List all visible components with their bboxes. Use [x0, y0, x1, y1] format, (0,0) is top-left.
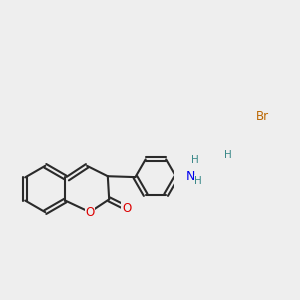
Text: O: O: [85, 206, 94, 219]
Text: N: N: [186, 170, 195, 183]
Text: Br: Br: [256, 110, 269, 123]
Text: H: H: [194, 176, 202, 186]
Text: O: O: [122, 202, 131, 214]
Text: H: H: [224, 150, 232, 160]
Text: H: H: [191, 155, 199, 165]
